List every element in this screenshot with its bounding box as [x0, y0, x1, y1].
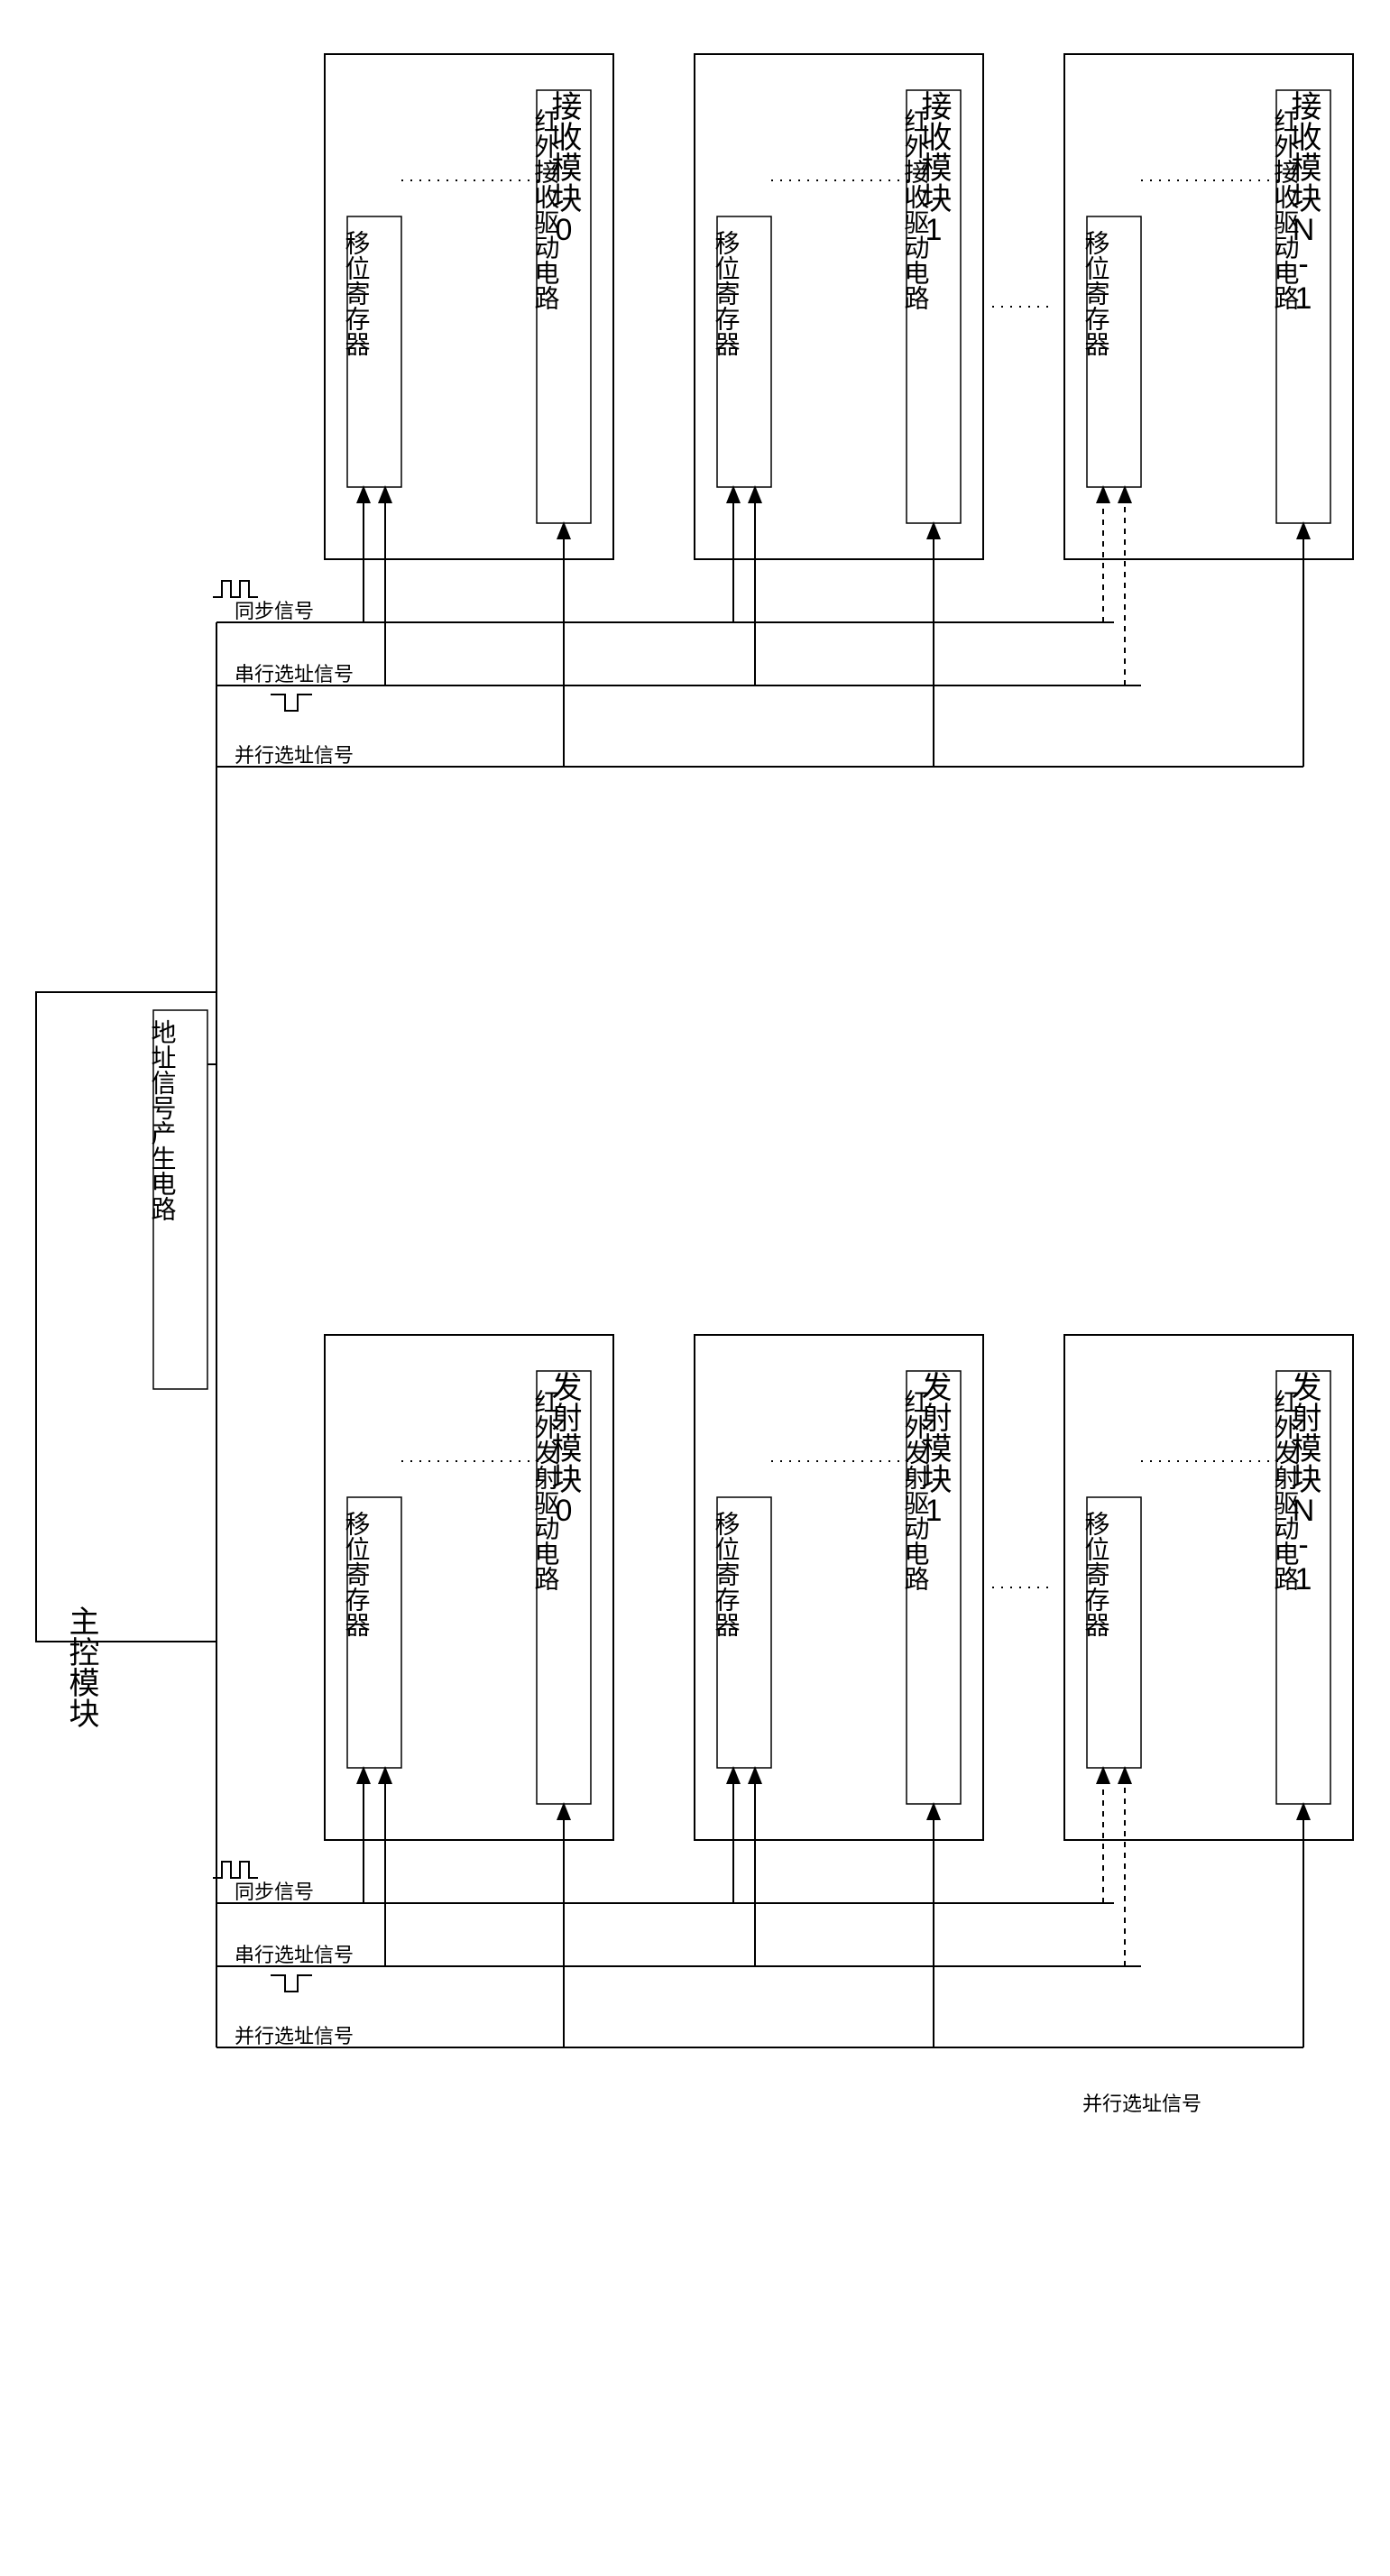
rx-shift-label-0: 移位寄存器: [343, 230, 371, 356]
tx-drv-label-0: 红外发射驱动电路: [532, 1389, 560, 1591]
parallel-label-0: 并行选址信号: [235, 744, 354, 767]
tx-drv-label-2: 红外发射驱动电路: [1272, 1389, 1300, 1591]
rx-drv-label-1: 红外接收驱动电路: [902, 108, 930, 310]
master-label: 主控模块: [64, 1605, 98, 1728]
rx-shift-label-2: 移位寄存器: [1082, 230, 1110, 356]
rx-shift-label-1: 移位寄存器: [713, 230, 741, 356]
sync-label-1: 同步信号: [235, 1881, 314, 1903]
address-gen-label: 地址信号产生电路: [149, 1019, 177, 1221]
parallel-label-bottom: 并行选址信号: [1082, 2093, 1201, 2115]
rx-drv-label-2: 红外接收驱动电路: [1272, 108, 1300, 310]
serial-label-0: 串行选址信号: [235, 663, 354, 685]
tx-shift-label-1: 移位寄存器: [713, 1511, 741, 1637]
serial-label-1: 串行选址信号: [235, 1944, 354, 1966]
tx-shift-label-2: 移位寄存器: [1082, 1511, 1110, 1637]
sync-label-0: 同步信号: [235, 600, 314, 622]
rx-drv-label-0: 红外接收驱动电路: [532, 108, 560, 310]
parallel-label-1: 并行选址信号: [235, 2025, 354, 2047]
tx-drv-label-1: 红外发射驱动电路: [902, 1389, 930, 1591]
tx-shift-label-0: 移位寄存器: [343, 1511, 371, 1637]
master-module: [36, 992, 216, 1642]
